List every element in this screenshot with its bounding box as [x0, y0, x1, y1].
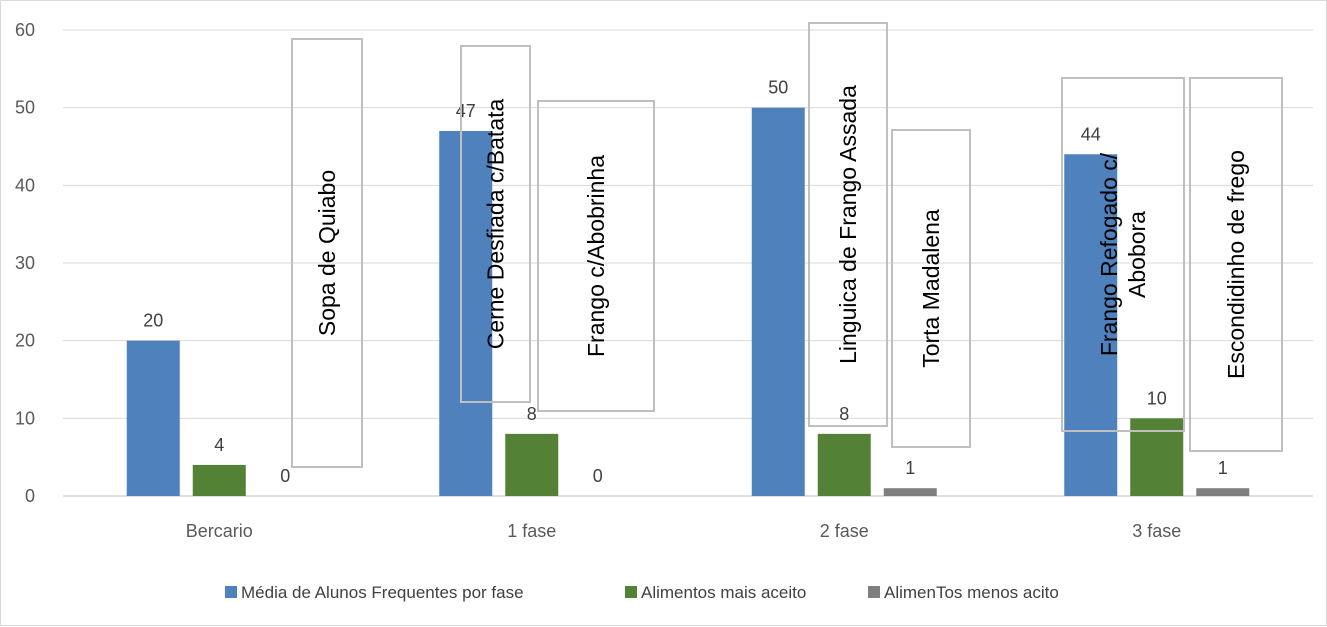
legend-swatch-0 — [225, 586, 237, 598]
y-tick-label: 30 — [15, 253, 35, 273]
x-tick-label: 1 fase — [507, 521, 556, 541]
annotation-label: Cerne Desfiada c/Batata — [483, 99, 509, 350]
data-label: 8 — [527, 404, 537, 424]
data-label: 20 — [143, 311, 163, 331]
x-tick-label: 2 fase — [820, 521, 869, 541]
data-label: 0 — [280, 466, 290, 486]
bar-s0-c3 — [1064, 154, 1118, 496]
x-tick-label: 3 fase — [1132, 521, 1181, 541]
annotation-box — [1189, 77, 1283, 452]
y-tick-label: 10 — [15, 408, 35, 428]
legend-swatch-1 — [625, 586, 637, 598]
y-tick-label: 40 — [15, 175, 35, 195]
y-tick-label: 60 — [15, 20, 35, 40]
annotation-box — [291, 38, 363, 468]
legend-label: AlimenTos menos acito — [884, 583, 1059, 602]
bar-s2-c3 — [1196, 488, 1250, 496]
data-label: 1 — [1218, 458, 1228, 478]
legend-swatch-2 — [868, 586, 880, 598]
bar-s1-c1 — [505, 433, 559, 496]
annotation-box — [537, 100, 655, 412]
bar-s1-c0 — [192, 464, 246, 496]
annotation-box — [460, 45, 531, 403]
annotation-label: Frango c/Abobrinha — [583, 155, 609, 357]
annotation-label: Linguica de Frango Assada — [835, 85, 861, 364]
data-label: 1 — [905, 458, 915, 478]
data-label: 50 — [768, 78, 788, 98]
bar-s1-c2 — [817, 433, 871, 496]
data-label: 4 — [214, 435, 224, 455]
bar-s0-c0 — [126, 340, 180, 496]
x-tick-label: Bercario — [186, 521, 253, 541]
bar-s0-c2 — [751, 107, 805, 497]
annotation-label: Sopa de Quiabo — [314, 170, 340, 336]
annotation-label: Abobora — [1124, 211, 1150, 298]
bar-s1-c3 — [1130, 418, 1184, 496]
annotation-box — [808, 22, 888, 427]
data-label: 10 — [1147, 388, 1167, 408]
y-tick-label: 50 — [15, 98, 35, 118]
annotation-label: Escondidinho de frego — [1223, 150, 1249, 379]
y-tick-label: 20 — [15, 331, 35, 351]
bar-s2-c2 — [883, 488, 937, 496]
annotation-label: Torta Madalena — [918, 209, 944, 368]
data-label: 0 — [593, 466, 603, 486]
data-label: 47 — [456, 101, 476, 121]
bar-s0-c1 — [439, 130, 493, 496]
legend-label: Média de Alunos Frequentes por fase — [241, 583, 524, 602]
data-label: 8 — [839, 404, 849, 424]
legend-label: Alimentos mais aceito — [641, 583, 806, 602]
data-label: 44 — [1081, 124, 1101, 144]
annotation-label: Frango Refogado c/ — [1096, 152, 1122, 356]
annotation-box — [891, 129, 971, 448]
y-tick-label: 0 — [25, 486, 35, 506]
annotation-box — [1061, 77, 1185, 432]
